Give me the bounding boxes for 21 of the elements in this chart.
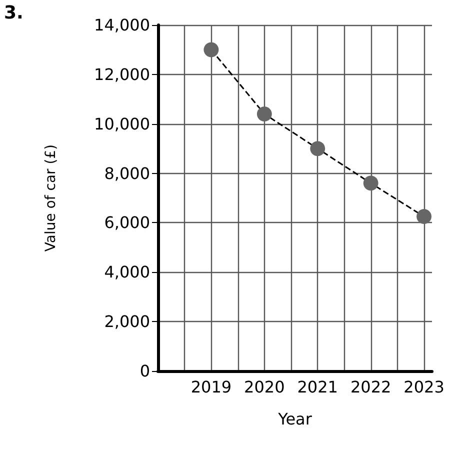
x-tick-label: 2022 <box>350 378 392 396</box>
y-axis-title: Value of car (£) <box>43 144 59 252</box>
x-tick-label: 2019 <box>190 378 232 396</box>
y-tick-label: 12,000 <box>94 64 150 84</box>
y-tick-label: 2,000 <box>104 312 150 332</box>
x-axis-title: Year <box>277 410 312 428</box>
x-tick-label: 2021 <box>297 378 338 396</box>
y-tick-label: 6,000 <box>104 213 150 232</box>
point <box>204 42 219 58</box>
text: 3. <box>4 2 24 24</box>
x-tick-label: 2020 <box>244 378 285 396</box>
point <box>256 106 272 122</box>
y-tick-label: 14,000 <box>94 16 150 34</box>
y-tick-label: 10,000 <box>94 114 150 134</box>
point <box>310 141 326 156</box>
point <box>416 209 432 224</box>
y-tick-label: 8,000 <box>104 164 150 183</box>
point <box>363 176 378 191</box>
x-tick-label: 2023 <box>404 378 444 396</box>
y-tick-label: 4,000 <box>104 262 150 282</box>
y-tick-label: 0 <box>140 362 150 380</box>
